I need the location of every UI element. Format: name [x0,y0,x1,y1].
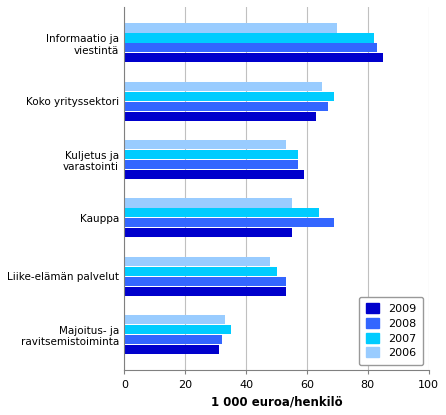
Bar [124,208,319,217]
Bar [124,24,337,33]
Bar [124,43,377,52]
Bar [124,92,334,101]
Bar [124,53,383,62]
Bar [124,102,328,111]
Bar [124,33,374,42]
Bar [124,267,277,276]
Bar [124,257,270,266]
Bar [124,286,285,295]
Bar [124,82,322,91]
Bar [124,150,298,159]
Bar [124,140,285,149]
Bar [124,170,304,179]
Bar [124,335,222,344]
Legend: 2009, 2008, 2007, 2006: 2009, 2008, 2007, 2006 [359,297,423,365]
Bar [124,315,225,324]
X-axis label: 1 000 euroa/henkilö: 1 000 euroa/henkilö [211,395,343,408]
Bar [124,218,334,227]
Bar [124,345,219,354]
Bar [124,198,292,208]
Bar [124,276,285,286]
Bar [124,228,292,237]
Bar [124,160,298,169]
Bar [124,325,231,334]
Bar [124,112,316,121]
